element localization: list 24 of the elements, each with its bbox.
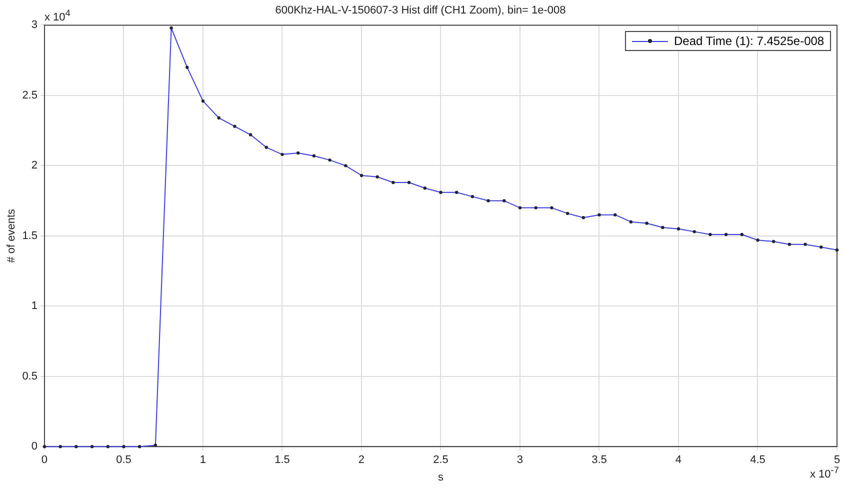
y-tick-label: 2	[31, 160, 38, 172]
x-tick-label: 4	[675, 454, 682, 466]
x-axis-title: s	[438, 471, 444, 484]
y-axis-title: # of events	[6, 208, 18, 263]
x-tick-label: 1.5	[274, 454, 290, 466]
x-tick-label: 3	[516, 454, 524, 466]
text: x 10$^{4}$	[44, 8, 70, 24]
x-tick-label: 4.5	[750, 454, 766, 466]
y-tick-label: 2.5	[22, 89, 38, 102]
x-tick-label: 2.5	[433, 454, 448, 466]
x-tick-label: 3.5	[592, 454, 607, 466]
x-tick-label: 0	[41, 454, 48, 466]
x-tick-label: 1	[200, 454, 206, 466]
x-tick-label: 0.5	[116, 454, 132, 466]
y-tick-label: 1.5	[22, 230, 38, 242]
chart-title: 600Khz-HAL-V-150607-3 Hist diff (CH1 Zoom), bin= 1e-008	[275, 4, 566, 17]
legend-label: Dead Time (1): 7.4525e-008	[674, 34, 824, 48]
text: x 10$^{-7}$	[810, 464, 839, 480]
y-tick-label: 1	[31, 300, 38, 312]
y-tick-label: 0	[31, 440, 38, 453]
y-tick-label: 0.5	[22, 370, 38, 382]
x-tick-label: 2	[358, 454, 365, 466]
x-tick-label: 5	[834, 454, 840, 466]
y-tick-label: 3	[31, 19, 38, 32]
